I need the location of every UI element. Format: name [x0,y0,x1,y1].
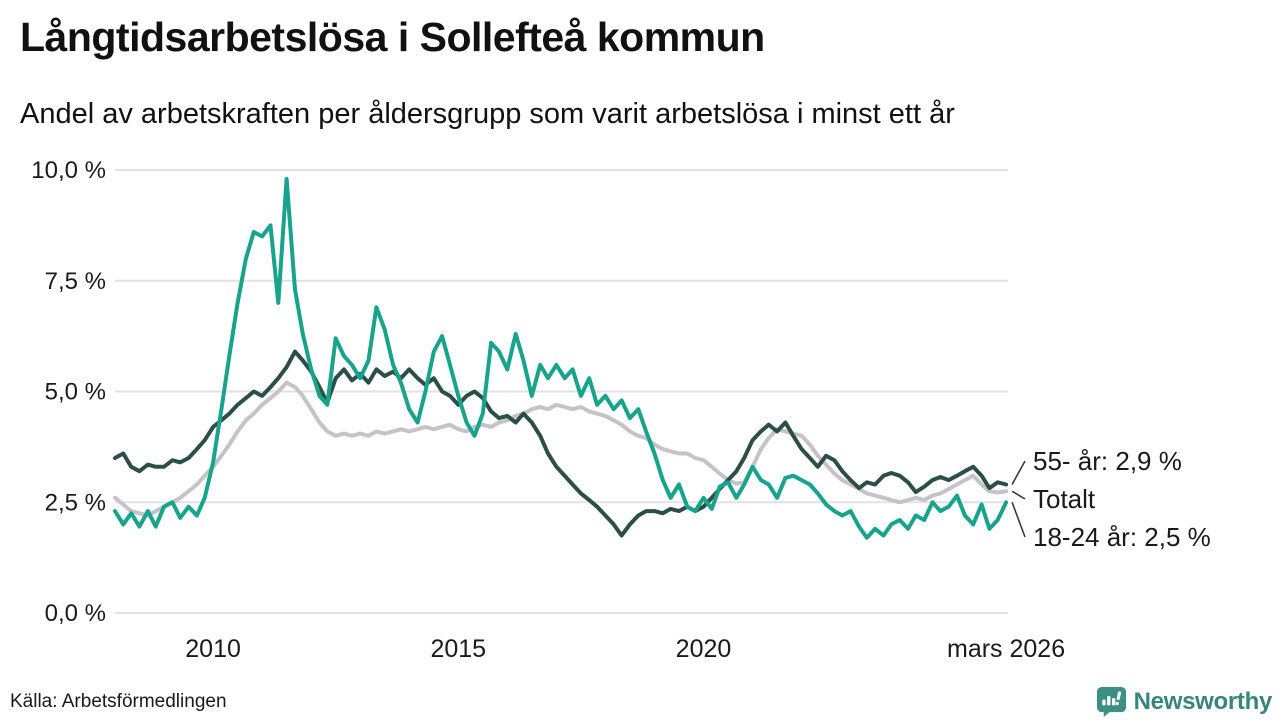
y-axis-tick-label: 0,0 % [45,600,106,627]
x-axis-tick-label: 2020 [676,635,732,663]
newsworthy-logo-icon [1096,686,1126,717]
page-subtitle: Andel av arbetskraften per åldersgrupp s… [20,98,955,130]
newsworthy-logo: Newsworthy [1096,686,1272,717]
series-end-label: Totalt [1033,484,1096,514]
page-title: Långtidsarbetslösa i Sollefteå kommun [20,14,765,60]
y-axis-tick-label: 7,5 % [45,268,106,295]
newsworthy-logo-text: Newsworthy [1133,687,1273,715]
y-axis-tick-label: 2,5 % [45,489,106,516]
series-end-label: 18-24 år: 2,5 % [1033,522,1211,552]
label-connector [1011,490,1026,500]
y-axis-tick-label: 5,0 % [45,379,106,406]
series-line-18-24r [113,176,1009,540]
series-line-Totalt [113,380,1009,518]
x-axis-tick-label: mars 2026 [947,635,1065,663]
x-axis-tick-label: 2015 [430,635,486,663]
series-line-55-r [113,349,1009,538]
source-note: Källa: Arbetsförmedlingen [10,691,227,712]
y-axis-tick-label: 10,0 % [31,157,106,184]
label-connector [1011,460,1026,485]
x-axis-tick-label: 2010 [185,635,241,663]
label-connector [1011,501,1026,538]
series-end-label: 55- år: 2,9 % [1033,446,1182,476]
